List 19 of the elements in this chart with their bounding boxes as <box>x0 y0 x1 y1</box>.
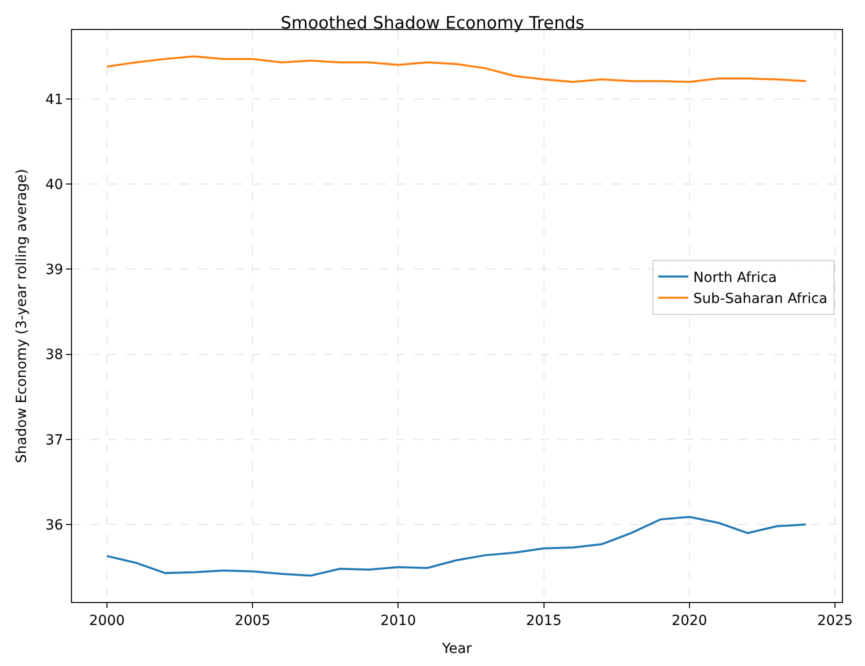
line-series <box>106 55 807 83</box>
y-axis-title: Shadow Economy (3-year rolling average) <box>14 168 30 464</box>
x-tick-label: 2005 <box>234 612 270 629</box>
y-tick-label: 38 <box>45 347 64 364</box>
x-tick-label: 2025 <box>817 612 853 629</box>
y-tick-label: 39 <box>45 262 64 278</box>
x-tick-label: 2000 <box>89 612 125 629</box>
x-axis-title: Year <box>441 641 472 658</box>
x-tick-label: 2020 <box>672 612 708 629</box>
legend-label: North Africa <box>693 270 777 286</box>
line-series <box>106 516 807 577</box>
y-tick-label: 36 <box>45 517 64 534</box>
y-tick-label: 41 <box>45 92 64 108</box>
chart-title: Smoothed Shadow Economy Trends <box>280 14 585 34</box>
y-tick-label: 37 <box>45 432 64 448</box>
x-tick-label: 2010 <box>380 612 416 629</box>
y-tick-label: 40 <box>45 176 64 193</box>
legend-label: Sub-Saharan Africa <box>693 291 828 308</box>
x-tick-label: 2015 <box>526 612 562 629</box>
